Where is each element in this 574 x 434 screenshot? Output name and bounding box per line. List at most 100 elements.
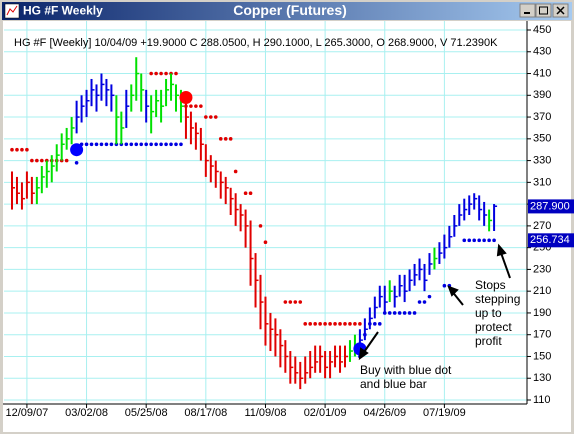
- stop-dot: [154, 142, 158, 147]
- x-tick-label: 11/09/08: [244, 407, 286, 419]
- stop-dot: [20, 147, 24, 152]
- info-line: HG #F [Weekly] 10/04/09 +19.9000 C 288.0…: [14, 37, 498, 49]
- stop-dot: [89, 142, 94, 147]
- signal-dot: [179, 90, 193, 104]
- stop-dot: [293, 300, 298, 304]
- stop-dot: [248, 191, 253, 196]
- stop-dot: [104, 142, 109, 147]
- y-tick-label: 150: [533, 350, 551, 362]
- stop-dot: [492, 238, 496, 243]
- stop-dot: [477, 238, 481, 243]
- stop-dot: [377, 322, 382, 326]
- stop-dot: [358, 322, 362, 326]
- stop-dot: [263, 240, 268, 245]
- chart-background: [3, 21, 571, 432]
- stop-dot: [25, 147, 29, 152]
- x-tick-label: 03/02/08: [65, 407, 108, 419]
- y-tick-label: 310: [533, 176, 551, 188]
- plot: [4, 21, 527, 404]
- stop-dot: [313, 322, 317, 326]
- title-bar: [2, 2, 572, 20]
- price-marker-label: 287.900: [530, 200, 570, 212]
- y-tick-label: 230: [533, 263, 551, 275]
- arrowhead: [496, 243, 507, 257]
- stop-dot: [442, 283, 447, 288]
- stop-dot: [298, 300, 303, 304]
- annotation: up to: [475, 306, 502, 320]
- arrowhead: [358, 347, 369, 361]
- price-marker: [528, 199, 574, 214]
- maximize-button[interactable]: [535, 3, 552, 18]
- x-tick-label: 12/09/07: [5, 407, 48, 419]
- stop-dot: [159, 71, 163, 76]
- stop-dot: [392, 311, 397, 315]
- stop-dot: [199, 104, 203, 108]
- x-tick-label: 04/26/09: [363, 407, 406, 419]
- x-tick-label: 02/01/09: [304, 407, 347, 419]
- annotation: and blue bar: [360, 377, 427, 391]
- y-tick-label: 110: [533, 394, 551, 406]
- y-tick-label: 410: [533, 67, 551, 79]
- stop-dot: [99, 142, 104, 147]
- stop-dot: [323, 322, 327, 326]
- annotation-arrows: [358, 243, 511, 361]
- close-glyph: [556, 6, 565, 15]
- annotation: Buy with blue dot: [360, 363, 452, 377]
- stop-dot: [154, 71, 158, 76]
- stop-dot: [328, 322, 332, 326]
- stop-dot: [84, 142, 89, 147]
- stop-dot: [373, 322, 377, 326]
- y-tick-label: 370: [533, 111, 551, 123]
- minimize-button[interactable]: [519, 3, 536, 18]
- stop-dot: [30, 158, 34, 163]
- stop-dot: [169, 142, 173, 147]
- stop-dot: [174, 71, 178, 76]
- stop-dot: [35, 158, 39, 163]
- stop-dot: [427, 294, 432, 299]
- stop-dot: [134, 142, 139, 147]
- chart-title: Copper (Futures): [233, 2, 347, 18]
- stop-dot: [303, 322, 308, 326]
- y-tick-label: 450: [533, 24, 551, 36]
- stop-dot: [159, 142, 163, 147]
- stop-dot: [164, 71, 168, 76]
- y-tick-label: 190: [533, 307, 551, 319]
- annotation: stepping: [475, 292, 520, 306]
- y-tick-label: 430: [533, 46, 551, 58]
- stop-dot: [412, 311, 417, 315]
- stop-dot: [243, 191, 248, 196]
- stop-dot: [353, 322, 357, 326]
- stop-dot: [333, 322, 337, 326]
- y-tick-label: 330: [533, 154, 551, 166]
- annotation: Stops: [475, 278, 506, 292]
- stop-dot: [343, 322, 347, 326]
- stop-dot: [179, 142, 183, 147]
- stop-dot: [402, 311, 407, 315]
- stop-dot: [422, 300, 427, 304]
- annotation: protect: [475, 320, 512, 334]
- stop-dot: [149, 71, 153, 76]
- y-tick-label: 390: [533, 89, 551, 101]
- stop-dot: [124, 142, 129, 147]
- stop-dot: [15, 147, 19, 152]
- stop-dot: [462, 238, 467, 243]
- stop-dot: [209, 115, 213, 119]
- stop-dot: [308, 322, 313, 326]
- price-marker: [528, 233, 574, 248]
- y-tick-label: 170: [533, 329, 551, 341]
- stop-dot: [64, 158, 69, 163]
- stop-dot: [482, 238, 486, 243]
- x-tick-label: 08/17/08: [184, 407, 227, 419]
- y-tick-label: 130: [533, 372, 551, 384]
- stop-dot: [174, 142, 178, 147]
- y-tick-label: 350: [533, 133, 551, 145]
- y-tick-label: 210: [533, 285, 551, 297]
- stop-dot: [467, 238, 472, 243]
- stop-dot: [223, 137, 228, 141]
- stop-dot: [139, 142, 144, 147]
- stop-dot: [218, 137, 223, 141]
- stop-dot: [194, 104, 198, 108]
- stop-dot: [288, 300, 293, 304]
- stop-dot: [472, 238, 477, 243]
